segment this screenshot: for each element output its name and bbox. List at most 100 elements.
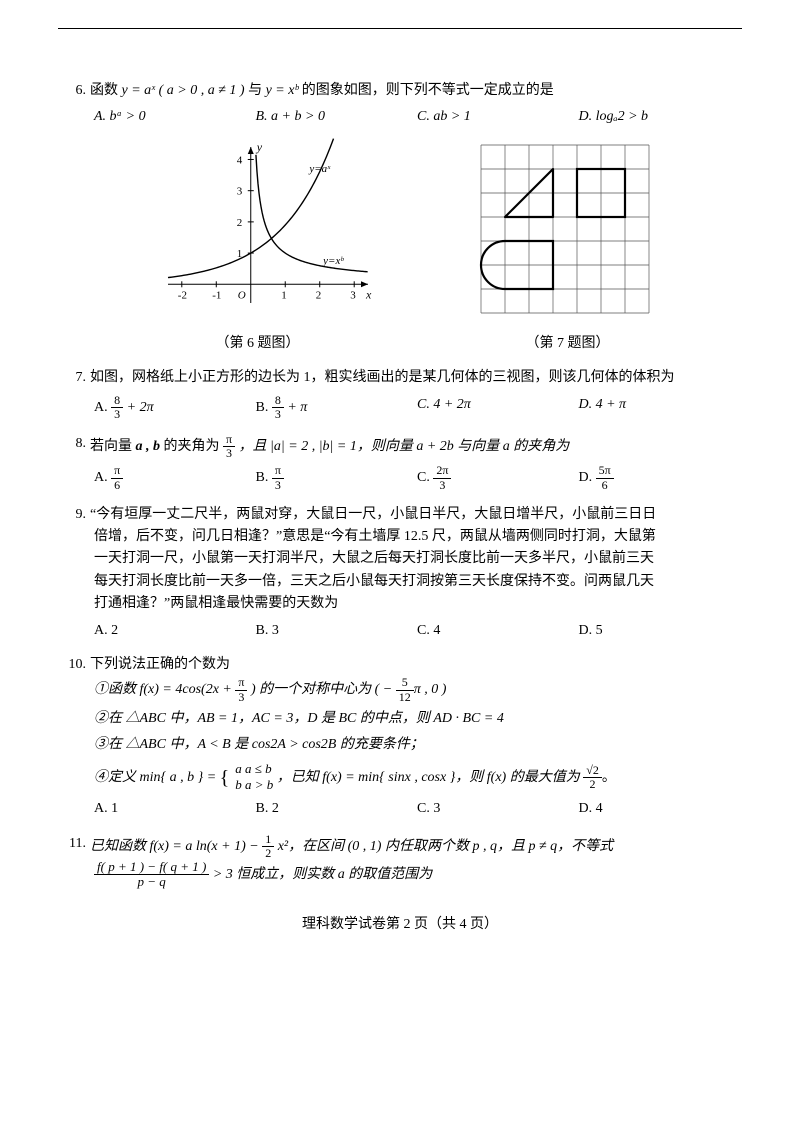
q6-suffix: 的图象如图，则下列不等式一定成立的是 <box>302 83 554 98</box>
q10-options: A. 1 B. 2 C. 3 D. 4 <box>94 798 740 820</box>
q9-opt-b: B. 3 <box>256 620 418 642</box>
q9-l2: 倍增，后不变，问几日相逢？”意思是“今有土墙厚 12.5 尺，两鼠从墙两侧同时打… <box>94 526 740 548</box>
q8c-n: 2π <box>433 464 451 478</box>
q10-opt-d: D. 4 <box>579 798 741 820</box>
svg-text:y: y <box>255 140 262 154</box>
q11-fd: p − q <box>94 875 209 889</box>
q11-number: 11. <box>60 833 90 855</box>
q9-number: 9. <box>60 504 90 526</box>
question-8: 8. 若向量 a , b 的夹角为 π3 ，且 |a| = 2 , |b| = … <box>60 433 740 492</box>
q11-hd: 2 <box>262 847 274 860</box>
svg-text:O: O <box>237 289 245 301</box>
question-11: 11. 已知函数 f(x) = a ln(x + 1) − 12 x²，在区间 … <box>60 833 740 890</box>
q7b-num: 8 <box>272 394 284 408</box>
svg-text:y=aˣ: y=aˣ <box>308 163 331 175</box>
q9-l5: 打通相逢？”两鼠相逢最快需要的天数为 <box>94 593 740 615</box>
svg-text:2: 2 <box>315 289 321 301</box>
q8-b: 的夹角为 <box>164 439 224 454</box>
q7-grid-svg <box>473 137 663 327</box>
q10-s4-vn: √2 <box>583 764 602 778</box>
q7a-num: 8 <box>111 394 123 408</box>
q10-s4-vd: 2 <box>583 778 602 791</box>
q8d-d: 6 <box>596 479 614 492</box>
q10-s2-text: ②在 △ABC 中，AB = 1，AC = 3，D 是 BC 的中点，则 AD … <box>94 711 504 726</box>
q7b-den: 3 <box>272 408 284 421</box>
q8-opt-b: B. π3 <box>256 464 418 491</box>
q7a-pre: A. <box>94 399 111 414</box>
q8-opt-d: D. 5π6 <box>579 464 741 491</box>
q8-a: 若向量 <box>90 439 136 454</box>
q10-s4-mid: ，已知 f(x) = min{ sinx , cosx }，则 f(x) 的最大… <box>277 770 583 785</box>
q11-fn: f( p + 1 ) − f( q + 1 ) <box>94 860 209 875</box>
q10-s1: ①函数 f(x) = 4cos(2x + π3 ) 的一个对称中心为 ( − 5… <box>94 676 740 703</box>
q10-opt-b: B. 2 <box>256 798 418 820</box>
q7-caption: （第 7 题图） <box>473 333 663 355</box>
q6-number: 6. <box>60 80 90 102</box>
q11-l2b: > 3 恒成立，则实数 a 的取值范围为 <box>213 867 432 882</box>
q10-s2: ②在 △ABC 中，AB = 1，AC = 3，D 是 BC 的中点，则 AD … <box>94 708 740 730</box>
q7b-post: + π <box>284 399 307 414</box>
q8-opt-c: C. 2π3 <box>417 464 579 491</box>
q10-s1-post: π , 0 ) <box>414 682 447 697</box>
q8-number: 8. <box>60 433 90 455</box>
q11-l1b: x²，在区间 (0 , 1) 内任取两个数 p , q，且 p ≠ q，不等式 <box>274 839 613 854</box>
svg-text:2: 2 <box>236 217 242 229</box>
q9-l3: 一天打洞一尺，小鼠第一天打洞半尺，大鼠之后每天打洞长度比前一天多半尺，小鼠前三天 <box>94 548 740 570</box>
q10-s1-pre: ①函数 f(x) = 4cos(2x + <box>94 682 235 697</box>
q10-opt-a: A. 1 <box>94 798 256 820</box>
q8-c: ，且 |a| = 2 , |b| = 1，则向量 a + 2b 与向量 a 的夹… <box>239 439 570 454</box>
page-footer: 理科数学试卷第 2 页（共 4 页） <box>60 914 740 936</box>
q8-vec: a , b <box>136 439 161 454</box>
q7a-post: + 2π <box>123 399 153 414</box>
q6-graph-svg: xy-2-11231234Oy=aˣy=xᵇ <box>138 137 378 327</box>
q9-opt-c: C. 4 <box>417 620 579 642</box>
question-6: 6. 函数 y = aˣ ( a > 0 , a ≠ 1 ) 与 y = xᵇ … <box>60 80 740 355</box>
q7-number: 7. <box>60 367 90 389</box>
svg-text:3: 3 <box>236 185 242 197</box>
q8-ang-n: π <box>223 433 235 447</box>
q10-s1-cd: 12 <box>396 691 414 704</box>
q9-opt-a: A. 2 <box>94 620 256 642</box>
q7-opt-b: B. 83 + π <box>256 394 418 421</box>
q8c-d: 3 <box>433 479 451 492</box>
q7-opt-c: C. 4 + 2π <box>417 394 579 421</box>
q11-line2: f( p + 1 ) − f( q + 1 )p − q > 3 恒成立，则实数… <box>94 860 740 890</box>
q8a-d: 6 <box>111 479 123 492</box>
q10-number: 10. <box>60 654 90 676</box>
svg-text:-1: -1 <box>212 289 221 301</box>
q11-hn: 1 <box>262 833 274 847</box>
svg-text:y=xᵇ: y=xᵇ <box>322 255 344 267</box>
q6-opt-a: A. bᵃ > 0 <box>94 106 256 128</box>
q7-opt-a: A. 83 + 2π <box>94 394 256 421</box>
q8b-n: π <box>272 464 284 478</box>
question-9: 9. “今有垣厚一丈二尺半，两鼠对穿，大鼠日一尺，小鼠日半尺，大鼠日增半尺，小鼠… <box>60 504 740 642</box>
svg-text:1: 1 <box>281 289 287 301</box>
q6-figure: xy-2-11231234Oy=aˣy=xᵇ （第 6 题图） <box>138 137 378 355</box>
q8a-pre: A. <box>94 470 111 485</box>
q6-options: A. bᵃ > 0 B. a + b > 0 C. ab > 1 D. logₐ… <box>94 106 740 128</box>
q9-l1: “今有垣厚一丈二尺半，两鼠对穿，大鼠日一尺，小鼠日半尺，大鼠日增半尺，小鼠前三日… <box>90 504 740 526</box>
q7b-pre: B. <box>256 399 272 414</box>
q8-ang-d: 3 <box>223 447 235 460</box>
figures-row: xy-2-11231234Oy=aˣy=xᵇ （第 6 题图） （第 7 题图） <box>90 137 710 355</box>
q6-mid: 与 <box>248 83 266 98</box>
top-rule <box>58 28 742 29</box>
q8c-pre: C. <box>417 470 433 485</box>
q10-s1-an: π <box>235 676 247 690</box>
q9-options: A. 2 B. 3 C. 4 D. 5 <box>94 620 740 642</box>
question-7: 7. 如图，网格纸上小正方形的边长为 1，粗实线画出的是某几何体的三视图，则该几… <box>60 367 740 421</box>
q10-s4-post: 。 <box>602 770 616 785</box>
question-10: 10. 下列说法正确的个数为 ①函数 f(x) = 4cos(2x + π3 )… <box>60 654 740 821</box>
q10-s4-r1: a a ≤ b <box>235 761 273 778</box>
q6-prefix: 函数 <box>90 83 122 98</box>
q7-opt-d: D. 4 + π <box>579 394 741 421</box>
q6-eq2: y = xᵇ <box>266 83 299 98</box>
q10-s4-r2: b a > b <box>235 777 273 794</box>
q6-text: 函数 y = aˣ ( a > 0 , a ≠ 1 ) 与 y = xᵇ 的图象… <box>90 80 740 102</box>
q8d-pre: D. <box>579 470 596 485</box>
q7-figure: （第 7 题图） <box>473 137 663 355</box>
svg-text:-2: -2 <box>177 289 186 301</box>
q11-l1a: 已知函数 f(x) = a ln(x + 1) − <box>90 839 262 854</box>
q10-s1-mid: ) 的一个对称中心为 ( − <box>247 682 395 697</box>
q10-text: 下列说法正确的个数为 <box>90 654 740 676</box>
